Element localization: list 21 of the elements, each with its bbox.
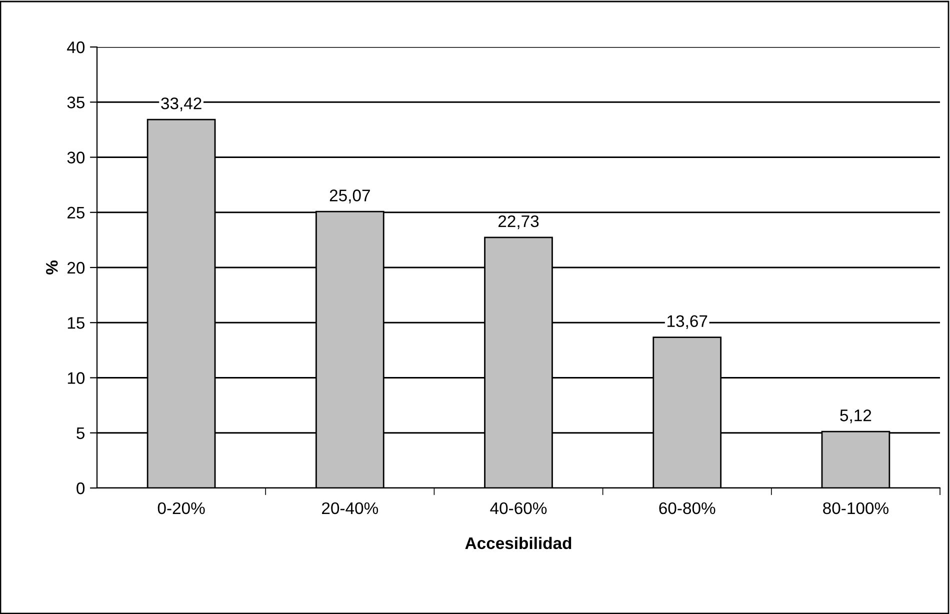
y-tick-label: 5 xyxy=(76,427,84,440)
y-tick-label: 35 xyxy=(67,96,84,108)
y-tick-label: 15 xyxy=(68,317,84,329)
x-axis-title: Accesibilidad xyxy=(465,536,572,550)
data-label: 25,07 xyxy=(330,190,370,204)
data-label: 5,12 xyxy=(840,410,872,424)
x-tick-label: 20-40% xyxy=(322,502,378,514)
y-tick-label: 25 xyxy=(67,206,84,219)
data-label: 22,73 xyxy=(498,215,539,230)
y-tick-label: 40 xyxy=(67,41,85,54)
x-tick-label: 80-100% xyxy=(823,502,888,514)
y-tick-label: 20 xyxy=(67,262,85,274)
data-label: 33,42 xyxy=(161,98,202,112)
x-tick-label: 0-20% xyxy=(158,502,205,514)
y-tick-label: 0 xyxy=(76,482,85,494)
x-tick-label: 40-60% xyxy=(490,502,547,514)
y-tick-label: 30 xyxy=(67,152,85,164)
x-tick-label: 60-80% xyxy=(659,502,716,514)
data-label: 13,67 xyxy=(668,315,708,330)
y-axis-title: % xyxy=(46,260,58,274)
y-tick-label: 10 xyxy=(68,372,85,384)
